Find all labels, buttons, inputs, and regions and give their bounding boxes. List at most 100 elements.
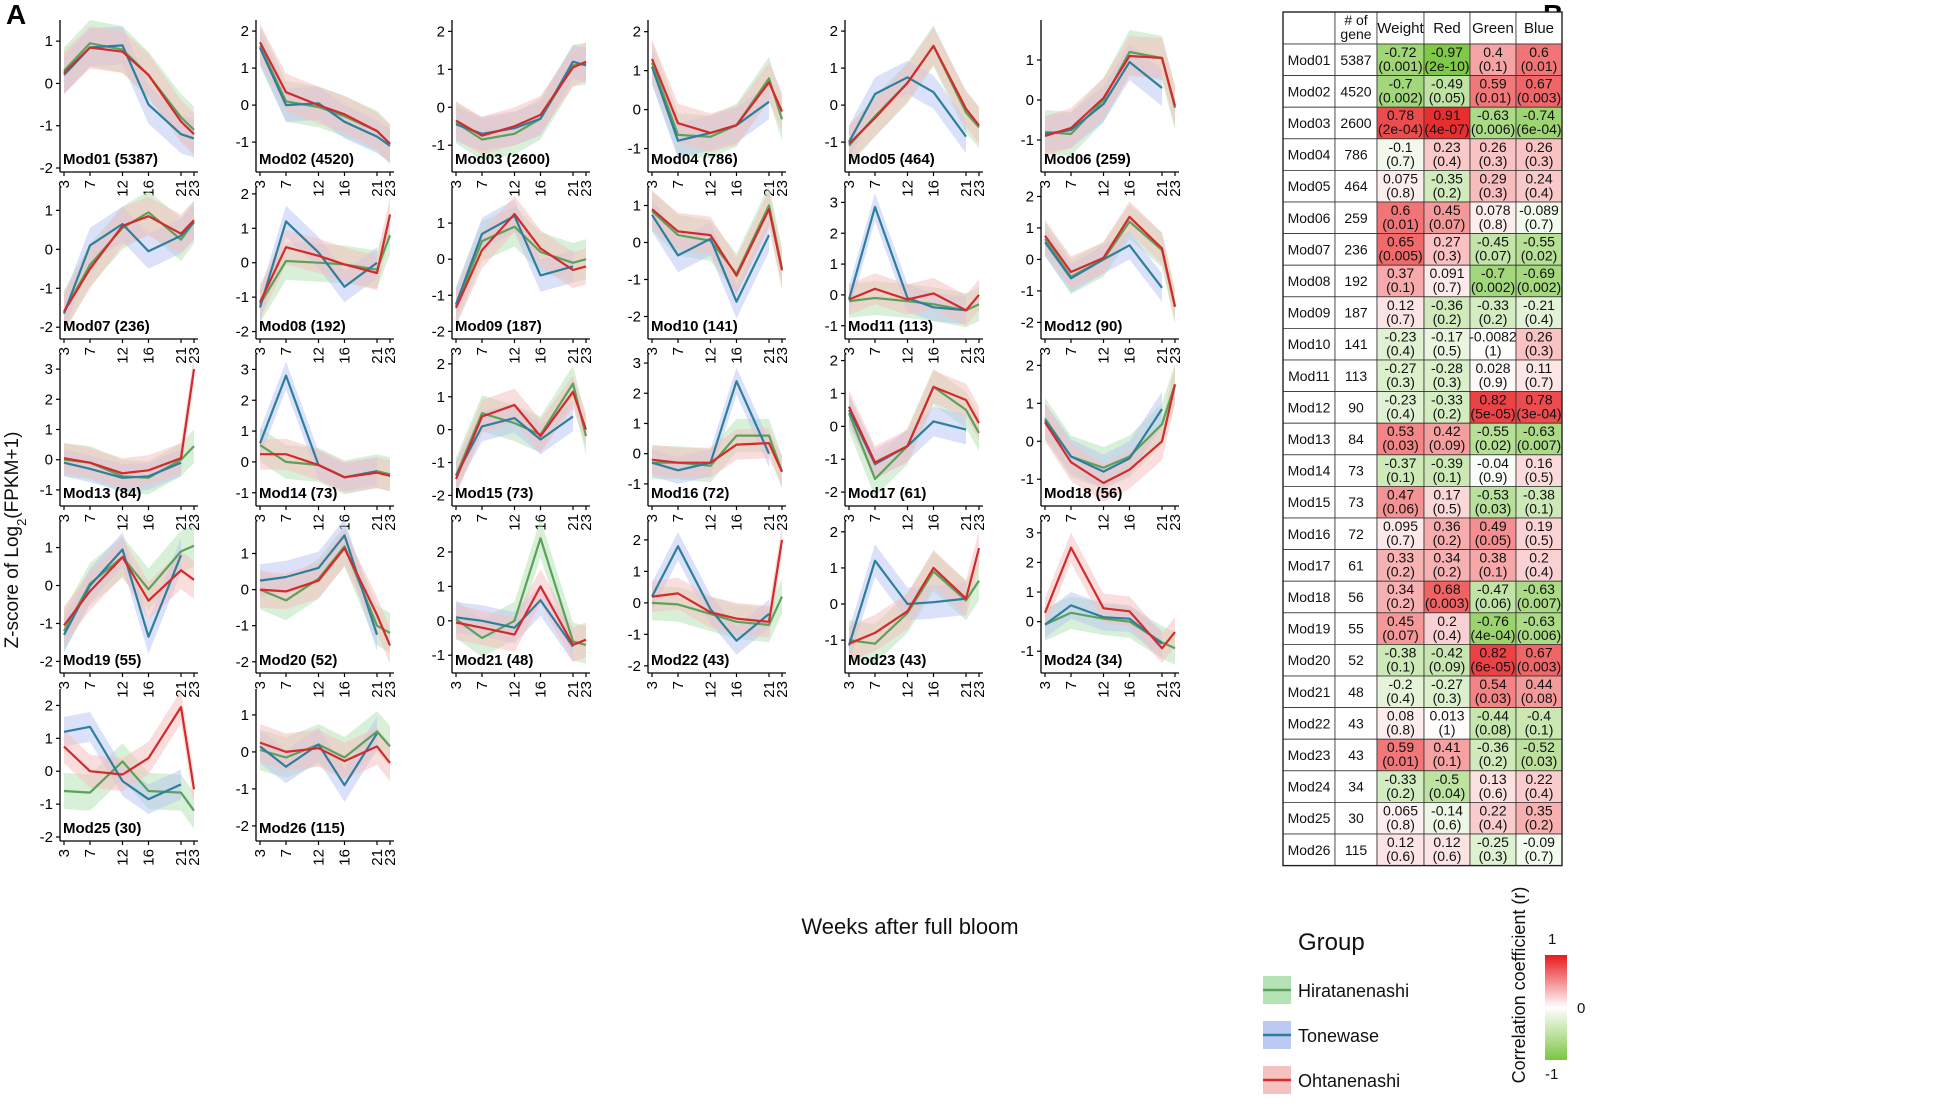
- correlation-p: (0.1): [1525, 500, 1554, 516]
- y-tick-label: 0: [1026, 433, 1034, 450]
- correlation-cell: [1376, 75, 1425, 108]
- y-tick-label: 1: [437, 389, 445, 406]
- correlation-p: (0.5): [1433, 500, 1462, 516]
- x-tick-label: 12: [1096, 180, 1113, 197]
- gene-count: 2600: [1340, 115, 1371, 131]
- y-tick-label: -1: [825, 134, 838, 151]
- correlation-p: (0.8): [1479, 216, 1508, 232]
- gene-count: 73: [1348, 494, 1364, 510]
- correlation-cell: [1469, 75, 1517, 108]
- x-tick-label: 12: [900, 514, 917, 531]
- x-tick-label: 7: [1063, 514, 1080, 522]
- correlation-cell: [1469, 707, 1517, 740]
- table-header-cell: [1282, 11, 1336, 45]
- correlation-r: 0.6: [1529, 44, 1549, 60]
- table-row: Mod12 90 -0.23(0.4) -0.33(0.2) 0.82(5e-05) 0.…: [1282, 391, 1563, 424]
- x-tick-label: 23: [186, 347, 203, 364]
- series-line-ohtanenashi-mod19: [63, 555, 195, 627]
- y-tick-label: -1: [40, 482, 53, 499]
- correlation-r: 0.68: [1433, 581, 1460, 597]
- series-line-ohtanenashi-mod23: [848, 547, 981, 645]
- correlation-r: 0.78: [1525, 392, 1552, 408]
- x-tick-label: 7: [1063, 347, 1080, 355]
- correlation-r: -0.38: [1385, 644, 1417, 660]
- y-tick-label: 1: [241, 60, 249, 77]
- gene-count: 52: [1348, 652, 1364, 668]
- correlation-p: (0.03): [1475, 690, 1512, 706]
- correlation-p: (0.09): [1429, 658, 1466, 674]
- series-line-ohtanenashi-mod18: [1044, 384, 1177, 485]
- series-line-hiratanenashi-mod20: [259, 545, 391, 634]
- table-row: Mod19 55 0.45(0.07) 0.2(0.4) -0.76(4e-04) -0.…: [1282, 612, 1563, 645]
- series-line-ohtanenashi-mod13: [63, 368, 196, 475]
- gene-count: 61: [1348, 557, 1364, 573]
- module-label: Mod04 (786): [651, 151, 738, 168]
- correlation-cell: [1469, 106, 1517, 140]
- correlation-r: -0.37: [1385, 455, 1417, 471]
- correlation-r: -0.36: [1477, 739, 1509, 755]
- y-tick-label: -2: [825, 484, 838, 501]
- correlation-cell: [1469, 422, 1517, 456]
- ribbon-ohtanenashi-mod10: [652, 190, 782, 295]
- correlation-r: 0.08: [1387, 708, 1414, 724]
- correlation-p: (0.2): [1525, 816, 1554, 832]
- correlation-p: (0.002): [1517, 279, 1561, 295]
- correlation-cell: [1376, 233, 1425, 266]
- series-line-ohtanenashi-mod15: [454, 390, 588, 480]
- x-tick-label: 23: [1167, 180, 1184, 197]
- y-tick-label: 1: [830, 385, 838, 402]
- correlation-r: 0.35: [1525, 802, 1552, 818]
- y-tick-label: 0: [633, 595, 641, 612]
- x-tick-label: 16: [1122, 180, 1139, 197]
- y-tick-label: 3: [45, 361, 53, 378]
- ribbon-ohtanenashi-mod09: [456, 196, 586, 326]
- x-tick-label: 7: [670, 180, 687, 188]
- y-tick-label: 0: [241, 454, 249, 471]
- y-tick-label: 2: [437, 23, 445, 40]
- correlation-p: (0.7): [1525, 374, 1554, 390]
- y-tick-label: 2: [1026, 357, 1034, 374]
- correlation-cell: [1423, 517, 1471, 551]
- correlation-p: (0.5): [1433, 342, 1462, 358]
- colorbar: Correlation coefficient (r) 1 0 -1: [1509, 887, 1585, 1084]
- series-line-ohtanenashi-mod07: [63, 215, 195, 313]
- correlation-r: -0.09: [1523, 834, 1555, 850]
- x-tick-label: 3: [841, 347, 858, 355]
- gene-count-cell: [1334, 454, 1378, 487]
- x-tick-label: 12: [900, 180, 917, 197]
- series-line-ohtanenashi-mod14: [260, 453, 391, 479]
- series-line-tonewase-mod13: [63, 461, 182, 479]
- correlation-r: 0.065: [1383, 802, 1418, 818]
- correlation-r: 0.41: [1433, 739, 1460, 755]
- x-tick-label: 7: [474, 180, 491, 188]
- gene-count: 55: [1348, 621, 1364, 637]
- correlation-r: -0.36: [1431, 297, 1463, 313]
- x-tick-label: 12: [900, 347, 917, 364]
- x-tick-label: 21: [565, 180, 582, 197]
- correlation-p: (0.2): [1433, 406, 1462, 422]
- y-tick-label: 2: [830, 225, 838, 242]
- correlation-r: -0.72: [1385, 44, 1417, 60]
- table-row: Mod06 259 0.6(0.01) 0.45(0.07) 0.078(0.8) -0.…: [1282, 201, 1563, 235]
- y-tick-label: 2: [1026, 554, 1034, 571]
- ribbon-tonewase-mod11: [849, 193, 966, 325]
- series-line-tonewase-mod21: [455, 599, 574, 648]
- y-tick-label: 2: [633, 385, 641, 402]
- y-tick-label: 0: [241, 582, 249, 599]
- module-name-cell: [1282, 549, 1336, 582]
- table-row: Mod02 4520 -0.7(0.002) -0.49(0.05) 0.59(0.01…: [1282, 75, 1563, 108]
- correlation-p: (0.1): [1386, 658, 1415, 674]
- y-tick-label: 0: [437, 99, 445, 116]
- x-tick-label: 7: [474, 681, 491, 689]
- module-name: Mod25: [1288, 810, 1331, 826]
- correlation-p: (0.4): [1433, 153, 1462, 169]
- correlation-r: 0.12: [1387, 834, 1414, 850]
- y-tick-label: 2: [241, 23, 249, 40]
- correlation-r: -0.7: [1481, 265, 1505, 281]
- x-tick-label: 23: [382, 180, 399, 197]
- gene-count-cell: [1334, 707, 1378, 740]
- y-tick-label: 1: [45, 202, 53, 219]
